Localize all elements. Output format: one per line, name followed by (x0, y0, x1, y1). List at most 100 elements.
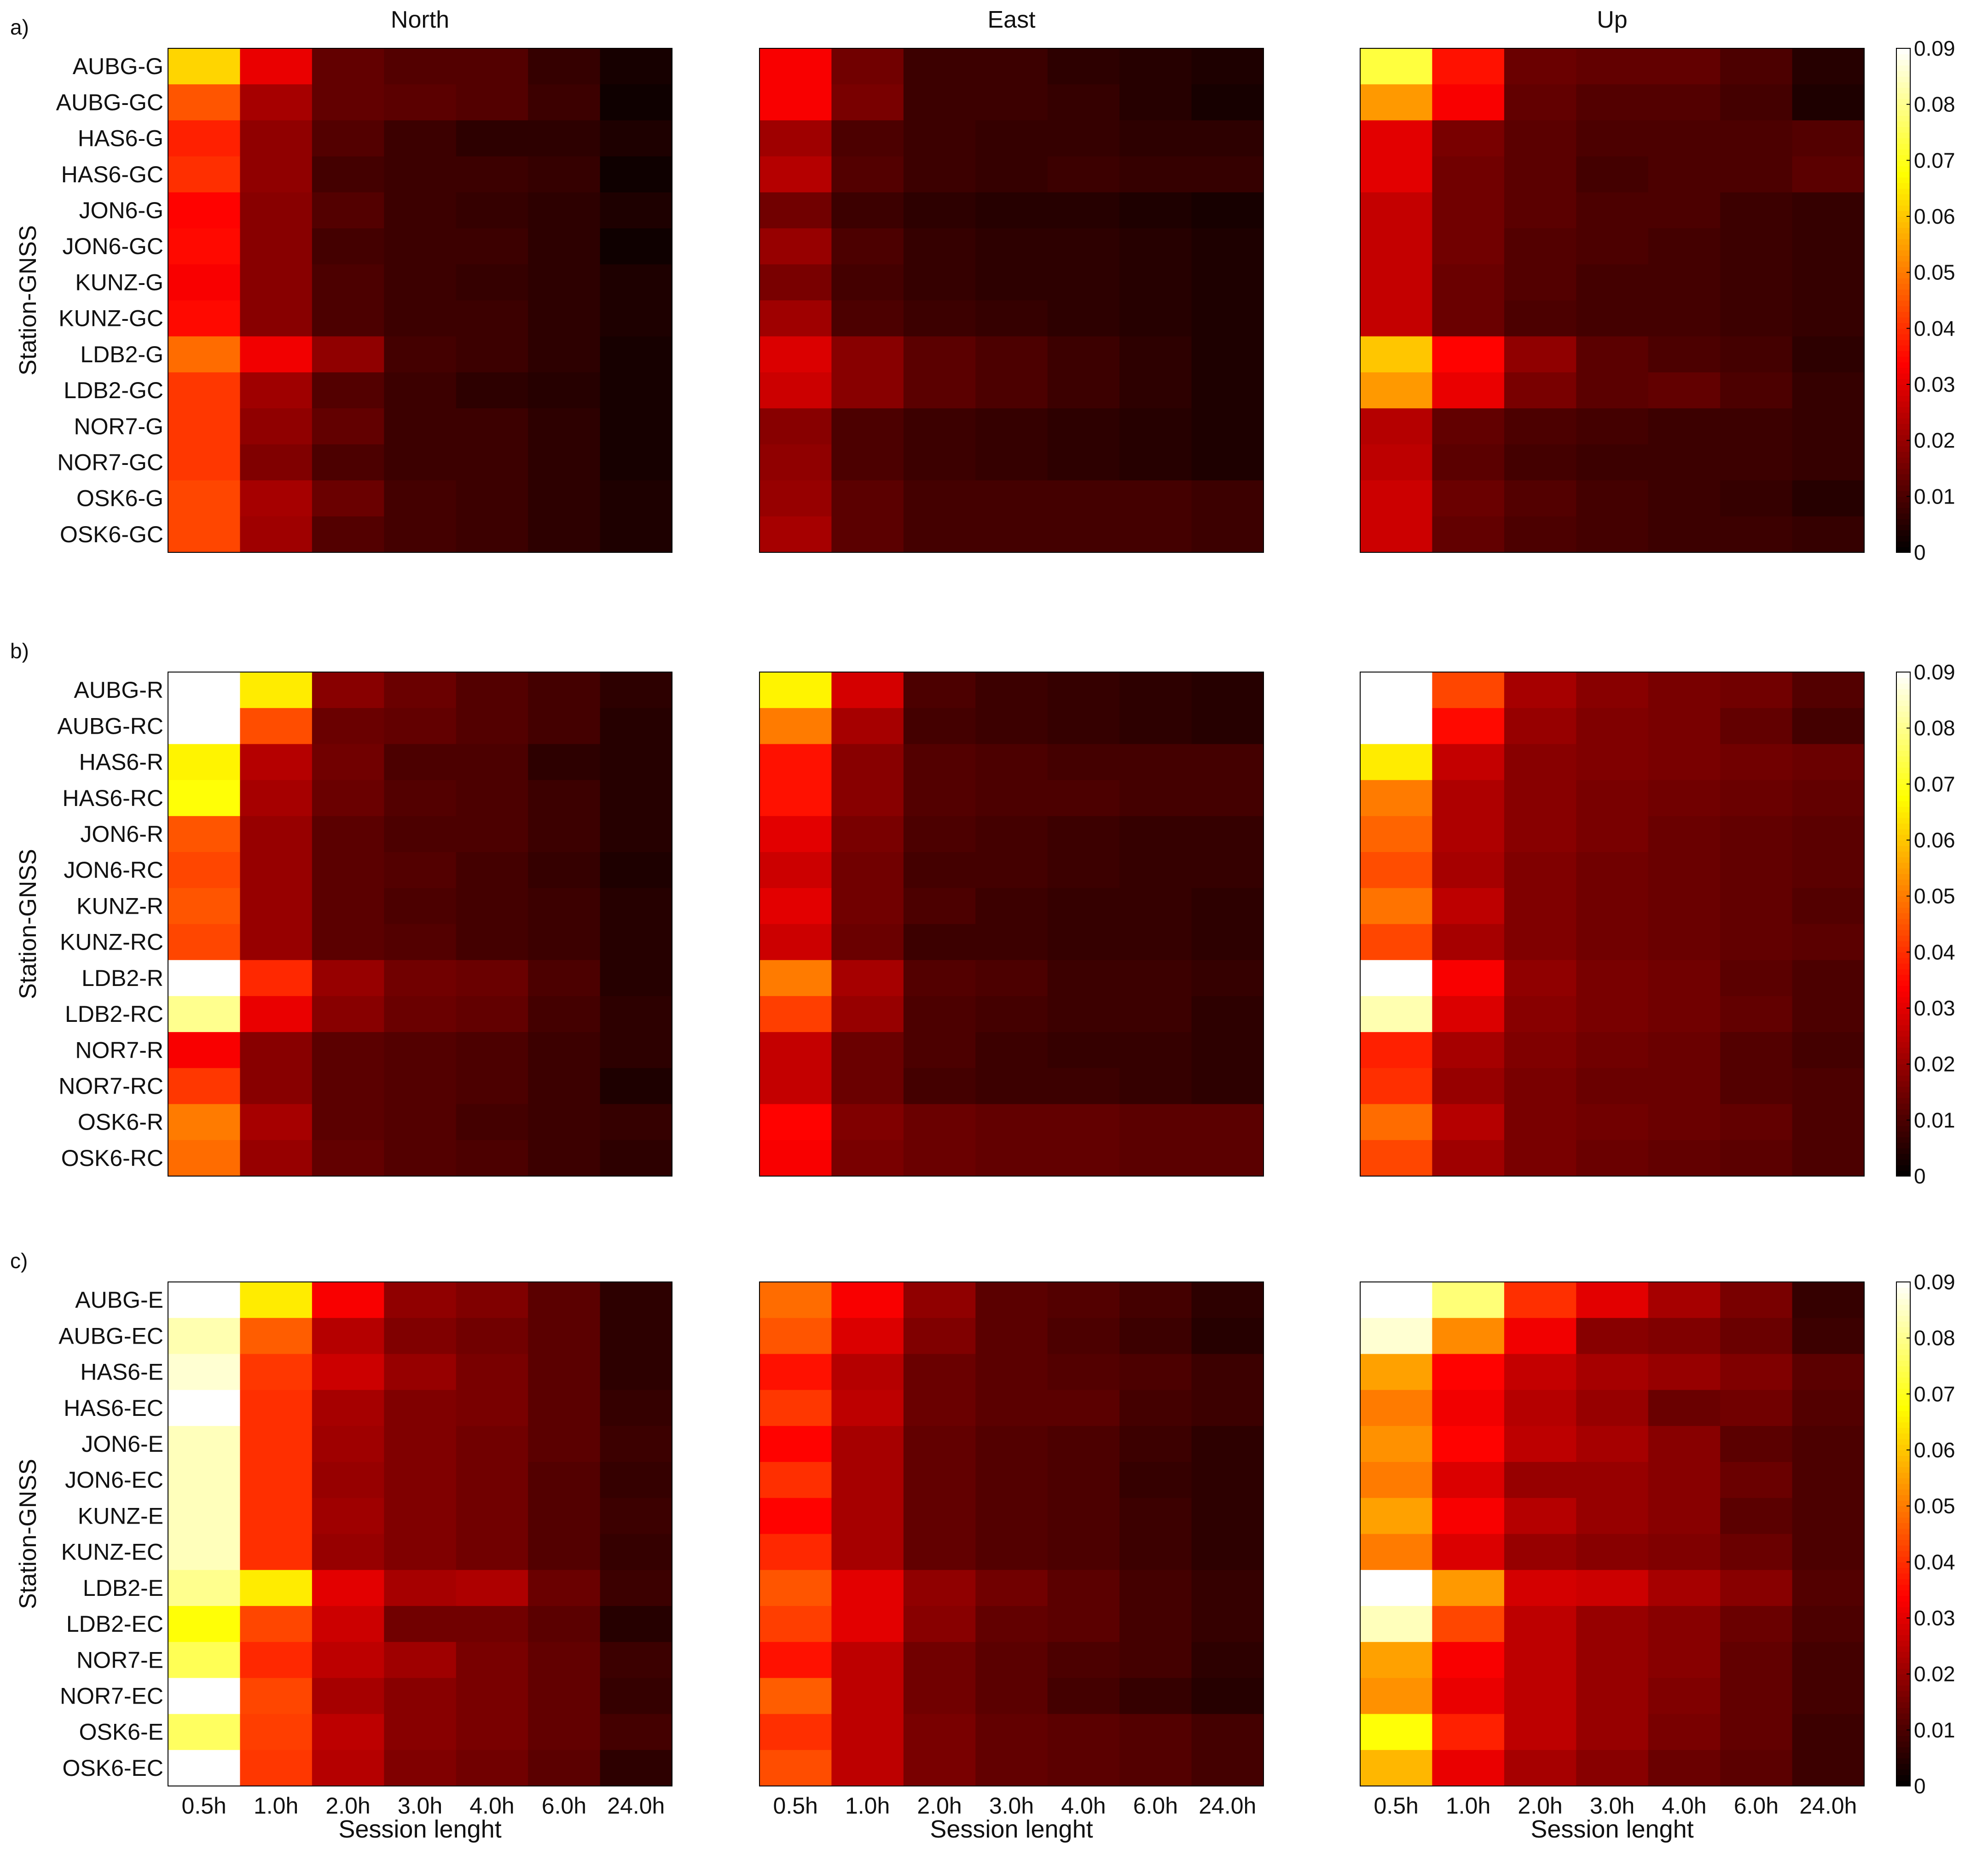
heatmap-cell-a-up-r7-c0 (1360, 300, 1433, 337)
heatmap-cell-c-east-r2-c3 (975, 1354, 1048, 1391)
colorbar-step-b-70 (1896, 778, 1910, 785)
heatmap-cell-b-north-r2-c4 (456, 744, 528, 781)
x-tick-north-0_5h: 0.5h (182, 1793, 226, 1819)
heatmap-cell-c-north-r8-c3 (384, 1570, 457, 1606)
heatmap-cell-c-north-r6-c5 (528, 1498, 601, 1535)
heatmap-cell-a-up-r0-c3 (1576, 48, 1649, 85)
colorbar-tick-a-0_01: 0.01 (1914, 484, 1955, 508)
heatmap-cell-a-up-r3-c4 (1648, 156, 1721, 193)
heatmap-cell-b-north-r12-c4 (456, 1104, 528, 1141)
heatmap-cell-a-up-r10-c2 (1504, 408, 1576, 445)
row-label-b-osk6-rc: OSK6-RC (61, 1145, 163, 1171)
heatmap-cell-a-north-r7-c3 (384, 300, 457, 337)
heatmap-cell-c-up-r5-c0 (1360, 1462, 1433, 1498)
y-axis-label-c: Station-GNSS (15, 1459, 41, 1609)
heatmap-cell-b-east-r1-c3 (975, 708, 1048, 745)
colorbar-step-a-53 (1896, 250, 1910, 256)
colorbar-step-a-85 (1896, 70, 1910, 77)
heatmap-cell-a-east-r3-c2 (903, 156, 976, 193)
heatmap-cell-c-north-r12-c0 (168, 1714, 241, 1751)
heatmap-cell-c-east-r5-c1 (831, 1462, 904, 1498)
heatmap-cell-b-north-r11-c2 (312, 1068, 384, 1105)
colorbar-step-b-61 (1896, 829, 1910, 835)
row-label-c-kunz-e: KUNZ-E (78, 1503, 163, 1529)
heatmap-cell-b-north-r11-c1 (240, 1068, 313, 1105)
colorbar-step-b-38 (1896, 957, 1910, 964)
heatmap-cell-a-north-r7-c4 (456, 300, 528, 337)
colorbar-step-a-13 (1896, 474, 1910, 480)
heatmap-cell-a-north-r10-c3 (384, 408, 457, 445)
heatmap-cell-a-east-r12-c1 (831, 480, 904, 517)
heatmap-cell-a-north-r13-c3 (384, 516, 457, 553)
heatmap-cell-b-north-r8-c2 (312, 960, 384, 997)
heatmap-cell-b-east-r5-c5 (1119, 852, 1192, 888)
colorbar-step-a-60 (1896, 210, 1910, 217)
heatmap-cell-a-up-r5-c4 (1648, 228, 1721, 265)
heatmap-cell-c-up-r10-c5 (1720, 1642, 1793, 1678)
heatmap-cell-c-north-r1-c3 (384, 1318, 457, 1355)
colorbar-step-a-88 (1896, 54, 1910, 60)
colorbar-step-a-62 (1896, 199, 1910, 206)
colorbar-step-a-57 (1896, 227, 1910, 234)
colorbar-step-b-71 (1896, 773, 1910, 779)
heatmap-cell-a-up-r6-c4 (1648, 264, 1721, 301)
heatmap-cell-c-up-r13-c3 (1576, 1750, 1649, 1786)
heatmap-cell-a-east-r5-c0 (759, 228, 832, 265)
colorbar-step-c-14 (1896, 1702, 1910, 1708)
colorbar-step-b-60 (1896, 834, 1910, 841)
heatmap-cell-a-north-r10-c1 (240, 408, 313, 445)
heatmap-cell-b-up-r3-c4 (1648, 780, 1721, 817)
heatmap-cell-a-east-r7-c1 (831, 300, 904, 337)
heatmap-cell-b-up-r6-c2 (1504, 888, 1576, 925)
heatmap-cell-a-east-r13-c1 (831, 516, 904, 553)
colorbar-tick-a-0_02: 0.02 (1914, 429, 1955, 452)
heatmap-cell-c-up-r10-c4 (1648, 1642, 1721, 1678)
colorbar-step-b-37 (1896, 963, 1910, 969)
x-tick-up-3_0h: 3.0h (1590, 1793, 1634, 1819)
colorbar-step-b-13 (1896, 1097, 1910, 1104)
heatmap-cell-c-up-r0-c5 (1720, 1282, 1793, 1318)
row-label-a-kunz-g: KUNZ-G (75, 269, 163, 295)
heatmap-cell-c-east-r4-c5 (1119, 1426, 1192, 1462)
heatmap-cell-b-up-r10-c2 (1504, 1032, 1576, 1068)
row-label-b-nor7-r: NOR7-R (75, 1037, 163, 1063)
heatmap-cell-c-north-r5-c2 (312, 1462, 384, 1498)
heatmap-cell-b-north-r7-c5 (528, 924, 601, 961)
heatmap-cell-a-up-r8-c2 (1504, 336, 1576, 373)
heatmap-cell-a-up-r9-c2 (1504, 372, 1576, 409)
heatmap-cell-a-up-r7-c6 (1792, 300, 1865, 337)
heatmap-cell-b-east-r13-c1 (831, 1140, 904, 1177)
heatmap-cell-c-east-r8-c2 (903, 1570, 976, 1606)
heatmap-cell-a-east-r0-c4 (1047, 48, 1120, 85)
colorbar-step-a-69 (1896, 160, 1910, 167)
heatmap-cell-c-north-r10-c5 (528, 1642, 601, 1678)
colorbar-tick-b-0_06: 0.06 (1914, 828, 1955, 852)
heatmap-cell-a-east-r6-c6 (1191, 264, 1264, 301)
colorbar-step-a-75 (1896, 127, 1910, 133)
colorbar-step-c-25 (1896, 1640, 1910, 1647)
heatmap-cell-a-up-r9-c4 (1648, 372, 1721, 409)
heatmap-cell-b-east-r6-c6 (1191, 888, 1264, 925)
heatmap-cell-a-north-r12-c4 (456, 480, 528, 517)
row-label-b-has6-r: HAS6-R (79, 749, 163, 775)
heatmap-cell-c-up-r12-c3 (1576, 1714, 1649, 1751)
heatmap-cell-b-up-r4-c0 (1360, 816, 1433, 852)
x-tick-east-0_5h: 0.5h (773, 1793, 818, 1819)
heatmap-cell-a-up-r6-c1 (1432, 264, 1505, 301)
heatmap-cell-c-up-r13-c6 (1792, 1750, 1865, 1786)
heatmap-cell-c-east-r9-c2 (903, 1606, 976, 1642)
heatmap-cell-c-east-r4-c3 (975, 1426, 1048, 1462)
colorbar-tick-c-0_06: 0.06 (1914, 1438, 1955, 1462)
heatmap-cell-a-east-r5-c1 (831, 228, 904, 265)
heatmap-cell-b-east-r13-c0 (759, 1140, 832, 1177)
colorbar-step-b-87 (1896, 683, 1910, 690)
heatmap-cell-b-up-r0-c2 (1504, 672, 1576, 708)
colorbar-step-b-89 (1896, 672, 1910, 678)
heatmap-cell-b-east-r13-c2 (903, 1140, 976, 1177)
heatmap-cell-b-east-r3-c1 (831, 780, 904, 817)
heatmap-cell-a-north-r0-c5 (528, 48, 601, 85)
heatmap-cell-b-up-r13-c0 (1360, 1140, 1433, 1177)
colorbar-step-a-3 (1896, 530, 1910, 536)
x-tick-north-3_0h: 3.0h (398, 1793, 442, 1819)
heatmap-cell-c-north-r0-c0 (168, 1282, 241, 1318)
